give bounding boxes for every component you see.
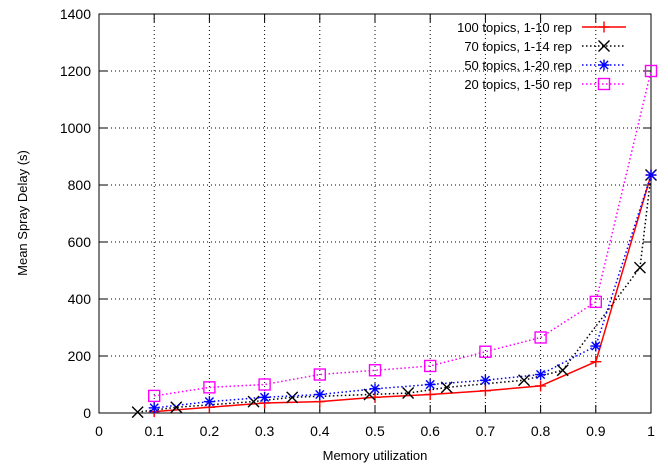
y-tick-label: 1000 (60, 120, 91, 136)
legend: 100 topics, 1-10 rep 70 topics, 1-14 rep 5… (457, 20, 626, 92)
y-tick-label: 400 (68, 291, 92, 307)
legend-entry: 20 topics, 1-50 rep (464, 77, 626, 92)
data-point (170, 401, 183, 414)
data-point (313, 368, 326, 381)
data-point (424, 388, 436, 400)
data-point (424, 359, 437, 373)
data-point (424, 379, 436, 390)
x-tick-labels: 0 0.1 0.2 0.3 0.4 0.5 0.6 0.7 0.8 0.9 1 (95, 423, 655, 439)
data-point (203, 381, 216, 394)
legend-label: 70 topics, 1-14 rep (464, 39, 572, 54)
legend-entry: 50 topics, 1-20 rep (464, 58, 626, 73)
grid-lines (99, 14, 651, 413)
series-2 (131, 169, 657, 419)
tick-marks (98, 13, 652, 414)
x-tick-label: 1 (647, 423, 655, 439)
data-point (590, 356, 602, 368)
data-point (368, 364, 382, 377)
data-point (131, 406, 144, 419)
legend-entry: 70 topics, 1-14 rep (464, 39, 626, 54)
data-point (203, 396, 215, 408)
data-point (259, 391, 271, 403)
data-point (440, 381, 453, 394)
series-line (154, 174, 652, 413)
x-tick-label: 0.4 (310, 423, 330, 439)
data-point (518, 374, 531, 387)
data-point (479, 345, 492, 358)
y-tick-label: 0 (83, 405, 91, 421)
data-point (258, 378, 271, 391)
data-point (369, 383, 381, 395)
data-point (644, 64, 658, 78)
data-point (148, 402, 160, 414)
data-point (645, 169, 657, 181)
data-point (479, 374, 491, 386)
x-tick-label: 0.7 (476, 423, 496, 439)
series-layer (131, 64, 658, 419)
series-3 (148, 169, 657, 414)
data-point (633, 261, 646, 274)
data-point (314, 388, 326, 400)
series-line (137, 174, 652, 413)
x-tick-label: 0.8 (531, 423, 551, 439)
legend-marker (598, 59, 610, 71)
data-point (556, 364, 569, 377)
y-tick-label: 1400 (60, 6, 91, 22)
data-point (402, 387, 415, 400)
legend-entry: 100 topics, 1-10 rep (457, 20, 626, 35)
series-4 (147, 64, 658, 403)
x-tick-label: 0.9 (586, 423, 606, 439)
y-tick-label: 1200 (60, 63, 91, 79)
y-axis-title: Mean Spray Delay (s) (15, 150, 30, 276)
legend-label: 20 topics, 1-50 rep (464, 77, 572, 92)
x-tick-label: 0 (95, 423, 103, 439)
data-point (590, 340, 602, 352)
y-tick-labels: 0 200 400 600 800 1000 1200 1400 (60, 6, 91, 421)
y-tick-label: 800 (68, 177, 92, 193)
legend-marker (598, 21, 610, 33)
data-point (147, 389, 161, 403)
legend-label: 50 topics, 1-20 rep (464, 58, 572, 73)
data-point (535, 380, 547, 392)
x-tick-label: 0.3 (255, 423, 275, 439)
data-point (479, 385, 491, 397)
x-tick-label: 0.6 (420, 423, 440, 439)
data-point (535, 369, 547, 381)
y-tick-label: 200 (68, 348, 92, 364)
x-axis-title: Memory utilization (323, 448, 428, 463)
data-point (286, 391, 299, 404)
y-tick-label: 600 (68, 234, 92, 250)
series-line (154, 70, 652, 397)
data-point (534, 331, 547, 344)
data-point (589, 295, 602, 309)
x-tick-label: 0.2 (200, 423, 220, 439)
legend-marker (597, 77, 611, 91)
x-tick-label: 0.1 (144, 423, 164, 439)
x-tick-label: 0.5 (365, 423, 385, 439)
legend-label: 100 topics, 1-10 rep (457, 20, 572, 35)
plot-frame (98, 13, 652, 414)
series-line (154, 174, 652, 409)
legend-marker (598, 40, 610, 52)
series-1 (148, 169, 657, 418)
